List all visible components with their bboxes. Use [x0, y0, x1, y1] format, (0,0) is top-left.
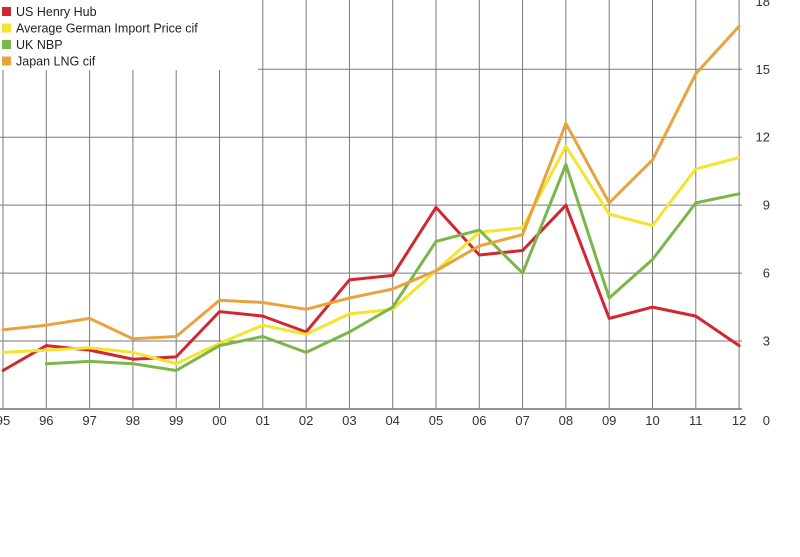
x-tick-label: 02: [299, 413, 313, 428]
x-tick-label: 08: [559, 413, 573, 428]
series-lines: [1, 24, 741, 372]
x-tick-label: 04: [385, 413, 399, 428]
y-tick-labels: 0 3 6 9 12 15 18: [756, 0, 770, 428]
x-tick-label: 10: [645, 413, 659, 428]
x-tick-label: 11: [689, 413, 703, 428]
y-tick-label: 3: [763, 334, 770, 349]
x-tick-label: 96: [39, 413, 53, 428]
series-line-uk-nbp: [44, 162, 741, 372]
legend-swatch: [2, 56, 11, 66]
y-tick-label: 18: [756, 0, 770, 9]
series-line-average-german-import-price-cif: [1, 144, 741, 366]
x-tick-label: 98: [126, 413, 140, 428]
series-line-japan-lng-cif: [1, 24, 741, 341]
y-tick-label: 12: [756, 130, 770, 145]
legend-label: US Henry Hub: [16, 5, 97, 19]
x-tick-label: 97: [82, 413, 96, 428]
series-line-us-henry-hub: [1, 203, 741, 372]
x-tick-label: 09: [602, 413, 616, 428]
legend-swatch: [2, 7, 11, 16]
y-tick-label: 9: [763, 198, 770, 213]
legend-swatch: [2, 23, 11, 33]
x-tick-label: 06: [472, 413, 486, 428]
x-tick-label: 00: [212, 413, 226, 428]
y-tick-label: 0: [763, 413, 770, 428]
legend-label: Average German Import Price cif: [16, 22, 198, 36]
x-tick-label: 01: [256, 413, 270, 428]
legend: US Henry Hub Average German Import Price …: [2, 5, 198, 69]
legend-background: [0, 0, 258, 70]
x-tick-label: 07: [515, 413, 529, 428]
x-tick-label: 05: [429, 413, 443, 428]
y-tick-label: 15: [756, 62, 770, 77]
legend-label: UK NBP: [16, 38, 63, 52]
x-tick-label: 12: [732, 413, 746, 428]
x-tick-labels: 95 96 97 98 99 00 01 02 03 04 05 06 07 08 09 10 11 12: [0, 413, 746, 428]
x-tick-label: 99: [169, 413, 183, 428]
y-tick-label: 6: [763, 266, 770, 281]
x-tick-label: 03: [342, 413, 356, 428]
x-tick-label: 95: [0, 413, 10, 428]
legend-label: Japan LNG cif: [16, 55, 96, 69]
legend-swatch: [2, 40, 11, 49]
